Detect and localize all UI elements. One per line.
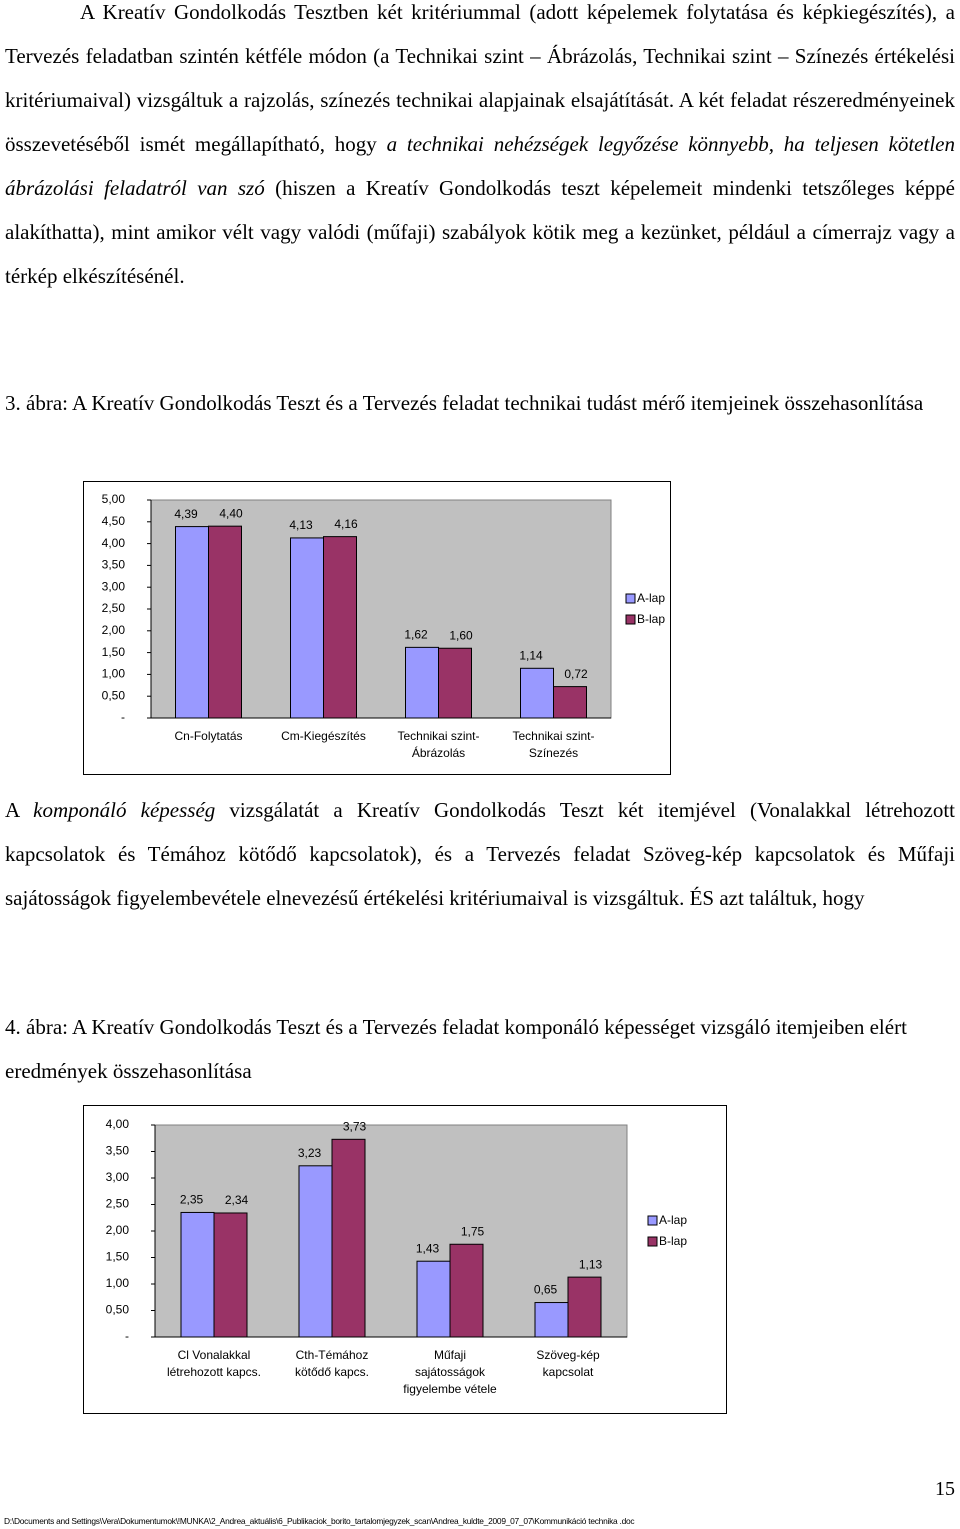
y-tick-label: 2,50 <box>106 1197 130 1211</box>
y-tick-label: 4,00 <box>102 536 126 550</box>
value-label: 3,23 <box>298 1146 322 1160</box>
y-tick-label: 2,00 <box>106 1223 130 1237</box>
figure-caption: 3. ábra: A Kreatív Gondolkodás Teszt és … <box>5 391 924 415</box>
bar <box>567 1276 602 1338</box>
bar <box>180 1211 215 1338</box>
x-tick-label: Cth-Témához kötődő kapcs. <box>295 1348 369 1379</box>
bar <box>416 1260 451 1338</box>
bar <box>438 647 472 719</box>
bar <box>298 1165 333 1338</box>
value-label: 2,35 <box>180 1193 204 1207</box>
value-label: 2,34 <box>225 1193 249 1207</box>
x-tick-label: Szöveg-kép kapcsolat <box>536 1348 600 1379</box>
y-tick-label: 0,50 <box>106 1303 130 1317</box>
y-tick-label: 5,00 <box>102 492 126 506</box>
y-tick-label: 3,50 <box>102 558 126 572</box>
y-tick-label: 2,50 <box>102 601 126 615</box>
value-label: 1,43 <box>416 1241 440 1255</box>
x-tick-label: Cn-Folytatás <box>174 729 242 743</box>
footer-path: D:\Documents and Settings\Vera\Dokumentu… <box>4 1516 635 1526</box>
legend-swatch <box>625 614 636 625</box>
chart: - 0,50 1,00 1,50 2,00 2,50 3,00 3,50 4,00 4,50 5,0… <box>83 481 671 775</box>
bar <box>534 1302 569 1338</box>
x-tick-label: Technikai szint-Színezés <box>512 729 594 760</box>
bar <box>405 646 439 719</box>
value-label: 3,73 <box>343 1119 367 1133</box>
y-tick-label: 0,50 <box>102 688 126 702</box>
value-label: 1,60 <box>449 628 473 642</box>
value-label: 4,13 <box>289 518 313 532</box>
bar <box>208 525 242 719</box>
chart: - 0,50 1,00 1,50 2,00 2,50 3,00 3,50 4,00 Cl Vona… <box>83 1105 727 1414</box>
legend-label: A-lap <box>637 591 665 605</box>
bar <box>449 1243 484 1338</box>
paragraph: A komponáló képesség vizsgálatát a Kreat… <box>5 788 955 920</box>
figure-caption: 4. ábra: A Kreatív Gondolkodás Teszt és … <box>5 1015 907 1083</box>
legend-swatch <box>625 593 636 604</box>
y-tick-label: 1,00 <box>106 1276 130 1290</box>
italic-text: komponáló képesség <box>33 798 216 822</box>
x-tick-label: Technikai szint-Ábrázolás <box>397 729 479 760</box>
legend-label: A-lap <box>659 1213 687 1227</box>
italic-text: a technikai nehézségek legyőzése könnyeb… <box>5 132 955 200</box>
text-run: vizsgálatát a Kreatív Gondolkodás Teszt … <box>5 798 956 910</box>
value-label: 1,14 <box>519 648 543 662</box>
legend-label: B-lap <box>637 612 665 626</box>
bar <box>323 536 357 719</box>
value-label: 1,75 <box>461 1224 485 1238</box>
y-tick-label: - <box>125 1329 129 1343</box>
y-tick-label: 2,00 <box>102 623 126 637</box>
x-tick-label: Cm-Kiegészítés <box>281 729 366 743</box>
text-run: (hiszen a Kreatív Gondolkodás teszt képe… <box>5 176 955 288</box>
value-label: 4,40 <box>219 506 243 520</box>
y-tick-label: 3,00 <box>102 579 126 593</box>
bar <box>175 526 209 719</box>
x-tick-label: Cl Vonalakkal létrehozott kapcs. <box>167 1348 261 1379</box>
x-tick-label: Műfaji sajátosságok figyelembe vétele <box>403 1348 497 1396</box>
bar <box>290 537 324 719</box>
y-tick-label: 1,50 <box>102 645 126 659</box>
value-label: 1,62 <box>404 628 428 642</box>
y-tick-label: 4,50 <box>102 514 126 528</box>
bar <box>553 686 587 719</box>
page-number: 15 <box>935 1478 955 1500</box>
y-tick-label: 1,50 <box>106 1250 130 1264</box>
value-label: 0,65 <box>534 1283 558 1297</box>
value-label: 1,13 <box>579 1257 603 1271</box>
bar <box>331 1138 366 1338</box>
paragraph: A Kreatív Gondolkodás Tesztben két krité… <box>5 0 955 298</box>
y-tick-label: 3,50 <box>106 1144 130 1158</box>
y-tick-label: 4,00 <box>106 1117 130 1131</box>
value-label: 4,16 <box>334 517 358 531</box>
text-run: A <box>5 798 34 822</box>
legend-label: B-lap <box>659 1234 687 1248</box>
y-tick-label: 3,00 <box>106 1170 130 1184</box>
value-label: 0,72 <box>564 667 588 681</box>
legend-swatch <box>647 1215 658 1226</box>
y-tick-label: - <box>121 710 125 724</box>
bar <box>520 667 554 719</box>
y-tick-label: 1,00 <box>102 667 126 681</box>
value-label: 4,39 <box>174 507 198 521</box>
text-run: A Kreatív Gondolkodás Tesztben két krité… <box>5 0 955 156</box>
legend-swatch <box>647 1236 658 1247</box>
bar <box>213 1212 248 1338</box>
